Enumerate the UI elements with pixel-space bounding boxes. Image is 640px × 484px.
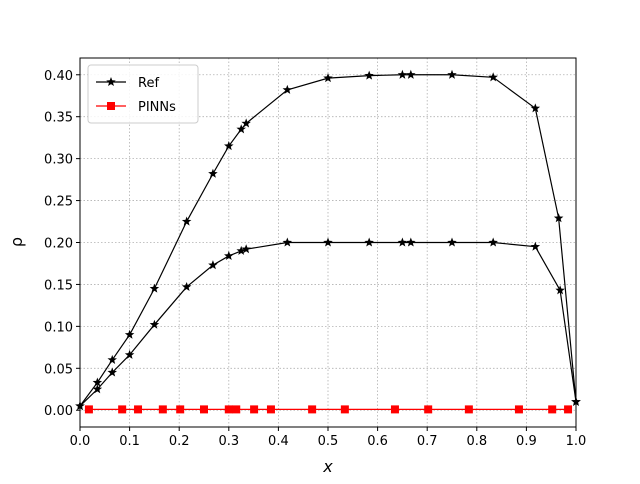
marker bbox=[134, 405, 143, 414]
marker bbox=[530, 103, 541, 113]
x-tick-label: 0.6 bbox=[367, 434, 388, 449]
marker bbox=[92, 384, 103, 394]
marker bbox=[397, 237, 408, 247]
marker bbox=[200, 405, 208, 414]
marker bbox=[488, 72, 498, 82]
marker bbox=[555, 285, 565, 295]
y-tick-label: 0.35 bbox=[44, 111, 73, 126]
marker bbox=[364, 70, 374, 80]
y-tick-label: 0.05 bbox=[44, 362, 73, 377]
y-tick-label: 0.40 bbox=[44, 69, 73, 84]
x-tick-label: 0.3 bbox=[218, 434, 239, 449]
marker bbox=[181, 216, 192, 226]
y-tick-label: 0.30 bbox=[44, 153, 73, 168]
marker bbox=[488, 237, 498, 247]
marker bbox=[564, 405, 573, 414]
marker bbox=[390, 405, 399, 414]
marker bbox=[323, 237, 333, 247]
marker bbox=[241, 244, 251, 254]
y-axis-label: ρ bbox=[7, 237, 26, 247]
y-tick-label: 0.15 bbox=[44, 278, 73, 293]
marker bbox=[447, 237, 457, 247]
legend-box bbox=[87, 64, 199, 124]
marker bbox=[92, 377, 103, 387]
marker bbox=[250, 405, 259, 414]
plot-frame bbox=[79, 57, 577, 428]
marker bbox=[447, 69, 457, 79]
marker bbox=[548, 405, 557, 414]
y-tick-label: 0.20 bbox=[44, 237, 73, 252]
y-tick-label: 0.10 bbox=[44, 320, 73, 335]
marker bbox=[208, 168, 218, 178]
marker bbox=[266, 405, 275, 414]
x-tick-label: 0.2 bbox=[169, 434, 190, 449]
marker bbox=[241, 118, 251, 128]
marker bbox=[282, 237, 293, 247]
x-tick-label: 0.7 bbox=[417, 434, 438, 449]
marker bbox=[208, 260, 218, 270]
marker bbox=[118, 405, 127, 414]
marker bbox=[236, 124, 246, 134]
marker bbox=[107, 367, 117, 377]
legend-label: Ref bbox=[138, 76, 159, 91]
marker bbox=[181, 281, 192, 291]
marker bbox=[424, 405, 433, 414]
marker bbox=[124, 329, 135, 339]
marker bbox=[406, 69, 416, 79]
marker bbox=[514, 405, 523, 414]
x-tick-label: 0.0 bbox=[70, 434, 91, 449]
marker bbox=[553, 213, 564, 223]
marker bbox=[149, 319, 160, 329]
marker bbox=[323, 73, 333, 83]
y-tick-label: 0.00 bbox=[44, 404, 73, 419]
marker bbox=[364, 237, 374, 247]
marker bbox=[530, 241, 541, 251]
marker bbox=[224, 405, 233, 414]
x-tick-label: 0.4 bbox=[268, 434, 289, 449]
x-tick-label: 0.9 bbox=[516, 434, 537, 449]
marker bbox=[124, 349, 135, 359]
marker bbox=[158, 405, 167, 414]
series bbox=[84, 405, 573, 414]
x-tick-label: 1.0 bbox=[566, 434, 587, 449]
marker bbox=[149, 283, 160, 293]
legend-marker bbox=[107, 102, 115, 110]
marker bbox=[84, 405, 93, 414]
x-axis-label: x bbox=[322, 457, 333, 476]
y-tick-label: 0.25 bbox=[44, 195, 73, 210]
marker bbox=[224, 141, 234, 151]
x-tick-label: 0.1 bbox=[119, 434, 140, 449]
legend: Ref PINNs bbox=[87, 64, 199, 124]
series bbox=[75, 237, 581, 411]
marker bbox=[232, 405, 241, 414]
marker bbox=[236, 245, 246, 255]
legend-label: PINNs bbox=[138, 100, 176, 115]
marker bbox=[224, 250, 234, 260]
x-tick-label: 0.5 bbox=[318, 434, 339, 449]
marker bbox=[107, 354, 117, 364]
data-line bbox=[79, 241, 577, 407]
marker bbox=[176, 405, 185, 414]
marker bbox=[308, 405, 317, 414]
marker bbox=[464, 405, 473, 414]
marker bbox=[406, 237, 416, 247]
marker bbox=[340, 405, 349, 414]
data-line bbox=[79, 74, 577, 407]
x-tick-label: 0.8 bbox=[466, 434, 487, 449]
marker bbox=[397, 69, 408, 79]
marker bbox=[282, 84, 293, 94]
legend-marker bbox=[106, 77, 116, 87]
